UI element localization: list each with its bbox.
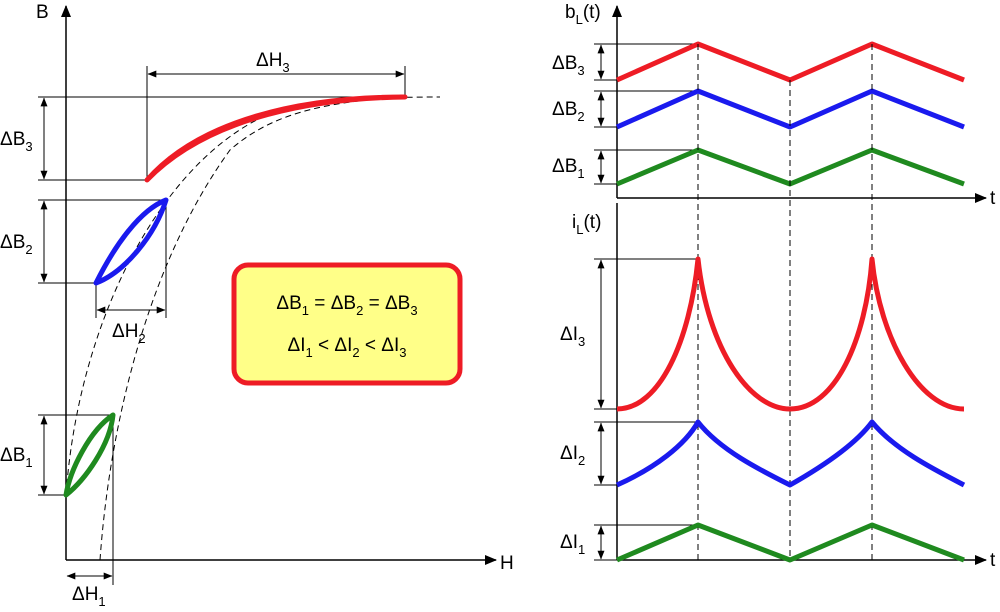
db2-label: ΔB2 bbox=[0, 232, 33, 257]
t-axis-top-label: t bbox=[990, 188, 996, 209]
dashed-curve-lower bbox=[99, 96, 406, 561]
db3-label: ΔB3 bbox=[0, 129, 33, 154]
bl-axis-label: bL(t) bbox=[565, 2, 601, 27]
h-axis-label: H bbox=[500, 553, 514, 574]
dh2-label: ΔH2 bbox=[112, 321, 146, 346]
info-box-frame bbox=[231, 262, 463, 386]
il-green-waveform bbox=[616, 522, 965, 563]
equation-delta-i: ΔI1 < ΔI2 < ΔI3 bbox=[288, 335, 407, 360]
equation-delta-b: ΔB1 = ΔB2 = ΔB3 bbox=[276, 293, 417, 318]
il-red-waveform bbox=[616, 256, 965, 412]
bl-db2-label: ΔB2 bbox=[552, 99, 585, 124]
bl-db3-label: ΔB3 bbox=[552, 53, 585, 78]
right-bl-plot: bL(t) t ΔB3 ΔB2 ΔB1 bbox=[552, 2, 996, 209]
bl-blue-waveform bbox=[615, 88, 965, 130]
bl-red-waveform bbox=[615, 41, 965, 83]
timing-dashed-lines bbox=[697, 44, 873, 560]
t-axis-bottom-label: t bbox=[990, 550, 996, 571]
il-di1-label: ΔI1 bbox=[560, 532, 585, 557]
right-il-plot: iL(t) t ΔI3 ΔI2 ΔI1 bbox=[560, 44, 996, 571]
info-box: ΔB1 = ΔB2 = ΔB3 ΔI1 < ΔI2 < ΔI3 bbox=[231, 262, 463, 386]
bl-reference-lines bbox=[594, 43, 698, 185]
dh3-label: ΔH3 bbox=[256, 50, 290, 75]
left-bh-plot: B H bbox=[0, 2, 514, 609]
loop-2-blue bbox=[93, 197, 169, 286]
loop-1-green bbox=[63, 412, 116, 498]
bl-db1-label: ΔB1 bbox=[552, 156, 585, 181]
b-axis-label: B bbox=[36, 2, 49, 23]
dh1-label: ΔH1 bbox=[72, 584, 106, 607]
il-di2-label: ΔI2 bbox=[560, 443, 585, 468]
left-dimension-arrows bbox=[40, 70, 405, 580]
reference-lines bbox=[38, 66, 406, 585]
il-reference-lines bbox=[594, 258, 698, 561]
il-di3-label: ΔI3 bbox=[560, 324, 585, 349]
loop-3-red bbox=[144, 94, 408, 183]
il-blue-waveform bbox=[615, 419, 966, 488]
db1-label: ΔB1 bbox=[0, 445, 33, 470]
il-axis-label: iL(t) bbox=[572, 212, 601, 237]
